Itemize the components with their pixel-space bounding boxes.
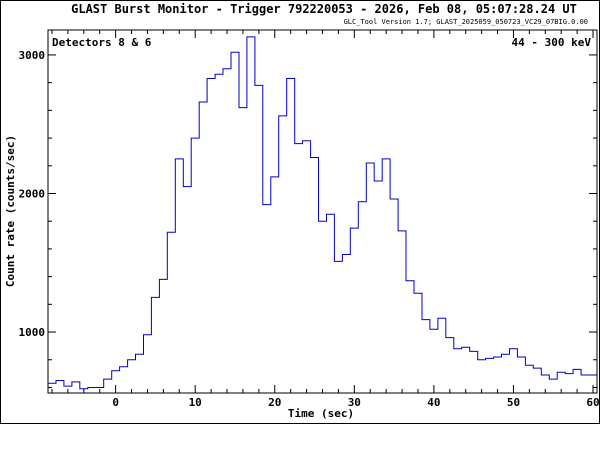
x-tick-label: 30	[348, 396, 361, 409]
y-tick-label: 2000	[19, 187, 46, 200]
x-tick-label: 60	[586, 396, 599, 409]
y-tick-labels: 1000 2000 3000	[19, 49, 46, 339]
annotation-detectors: Detectors 8 & 6	[52, 36, 152, 49]
y-axis-label: Count rate (counts/sec)	[4, 135, 17, 287]
x-tick-label: 50	[507, 396, 520, 409]
series-light-curve	[48, 36, 597, 390]
x-tick-label: 20	[268, 396, 281, 409]
annotation-energy-range: 44 - 300 keV	[512, 36, 592, 49]
x-tick-label: 10	[189, 396, 202, 409]
y-tick-label: 1000	[19, 326, 46, 339]
axis-ticks	[48, 30, 597, 393]
plot-area	[47, 29, 598, 394]
x-axis-label: Time (sec)	[288, 407, 354, 420]
chart-title: GLAST Burst Monitor - Trigger 792220053 …	[71, 2, 577, 16]
y-tick-label: 3000	[19, 49, 46, 62]
x-tick-label: 40	[427, 396, 440, 409]
chart-subtitle: GLC_Tool Version 1.7; GLAST_2025059_0507…	[344, 18, 588, 26]
light-curve-line	[48, 36, 597, 390]
outer-border	[0, 0, 600, 424]
x-tick-label: 0	[112, 396, 119, 409]
x-tick-labels: 0 10 20 30 40 50 60	[112, 396, 599, 409]
